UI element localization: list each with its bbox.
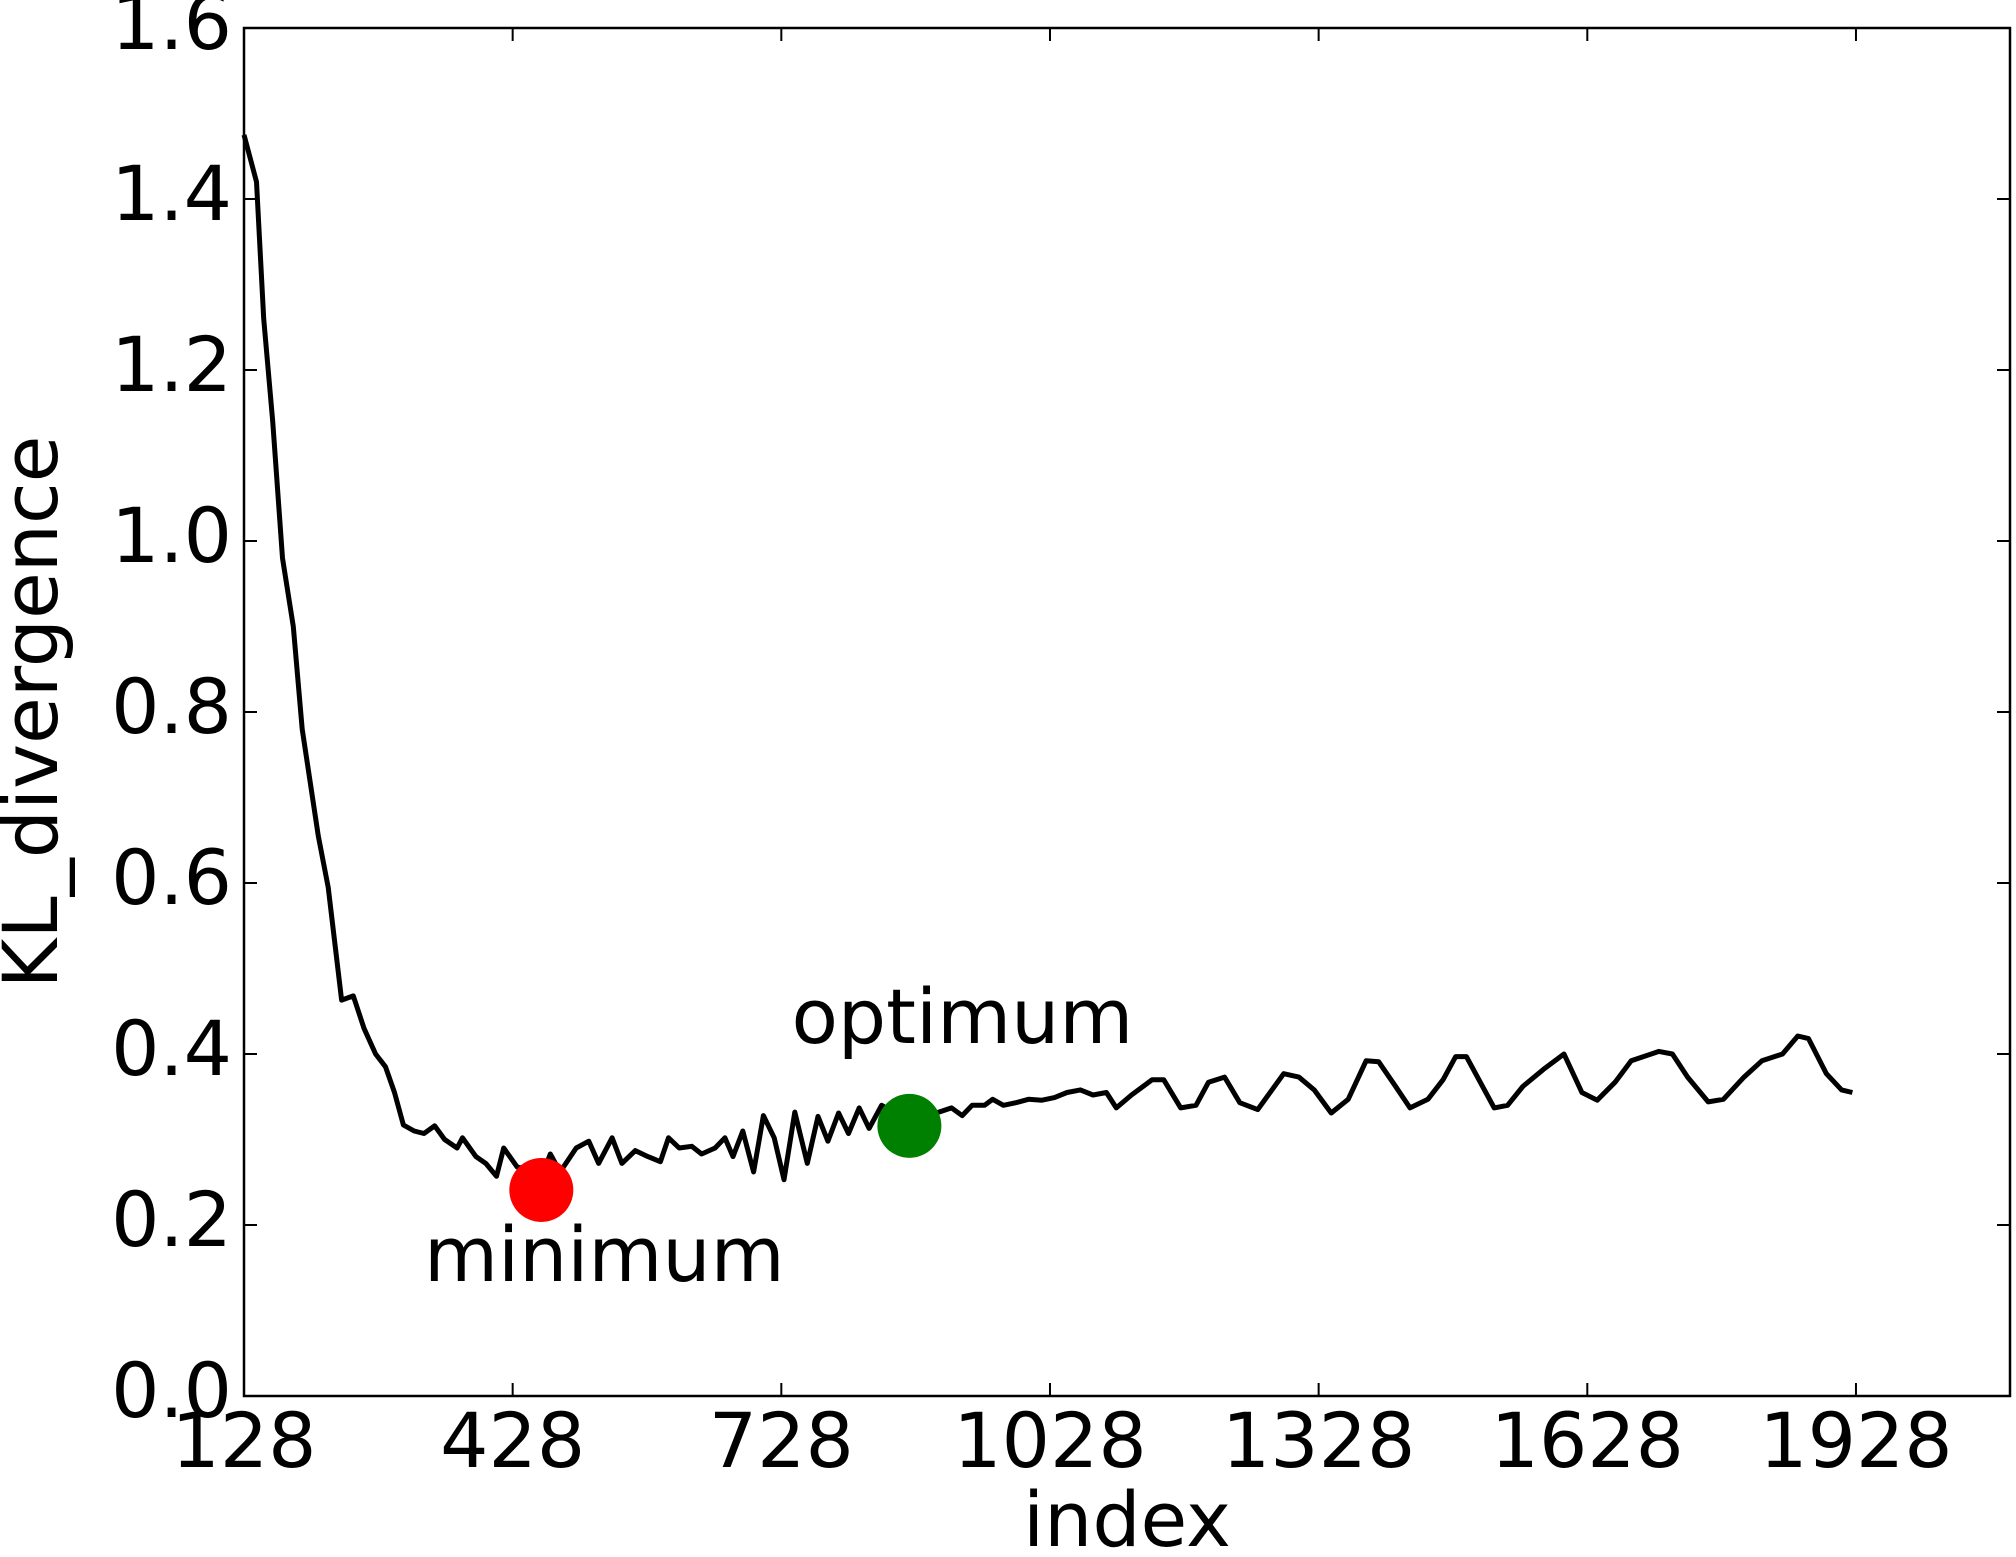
y-tick-label: 1.6 <box>111 0 232 67</box>
x-axis-label: index <box>1023 1475 1231 1557</box>
x-tick-label: 1628 <box>1491 1396 1684 1485</box>
y-tick-label: 1.0 <box>111 491 232 580</box>
plot-frame <box>242 26 2012 1398</box>
x-tick-label: 1028 <box>953 1396 1146 1485</box>
point-label: minimum <box>424 1210 785 1299</box>
y-tick-label: 0.0 <box>111 1346 232 1435</box>
y-tick-label: 0.2 <box>111 1175 232 1264</box>
y-tick-label: 1.4 <box>111 149 232 238</box>
x-tick-label: 1928 <box>1759 1396 1952 1485</box>
y-tick-label: 0.6 <box>111 833 232 922</box>
point-marker <box>509 1157 574 1222</box>
point-marker <box>877 1093 942 1158</box>
x-tick-label: 128 <box>171 1396 316 1485</box>
point-label: optimum <box>791 972 1133 1061</box>
x-tick-label: 1328 <box>1222 1396 1415 1485</box>
x-tick-label: 428 <box>440 1396 585 1485</box>
y-tick-label: 1.2 <box>111 320 232 409</box>
y-tick-label: 0.8 <box>111 662 232 751</box>
y-axis-label: KL_divergence <box>0 436 75 989</box>
y-tick-label: 0.4 <box>111 1004 232 1093</box>
x-tick-label: 728 <box>709 1396 854 1485</box>
